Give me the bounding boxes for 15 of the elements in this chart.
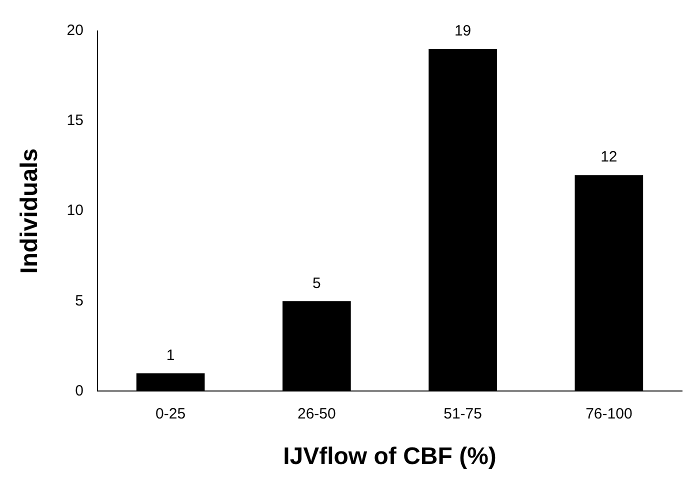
- y-tick-label: 10: [66, 202, 84, 220]
- y-tick-label: 20: [66, 22, 84, 40]
- x-tick-label: 51-75: [444, 405, 482, 422]
- y-tick-label: 5: [75, 292, 84, 310]
- y-axis-title: Individuals: [16, 148, 44, 274]
- data-label: 5: [312, 274, 321, 292]
- y-tick-label: 0: [75, 382, 84, 400]
- x-tick-label: 76-100: [586, 405, 632, 422]
- x-tick-label: 0-25: [156, 405, 186, 422]
- data-label: 12: [600, 148, 618, 166]
- x-tick-label: 26-50: [297, 405, 336, 422]
- x-axis-title: IJVflow of CBF (%): [283, 443, 496, 470]
- data-label: 19: [454, 22, 472, 40]
- data-label: 1: [166, 346, 175, 364]
- y-tick-label: 15: [66, 112, 84, 130]
